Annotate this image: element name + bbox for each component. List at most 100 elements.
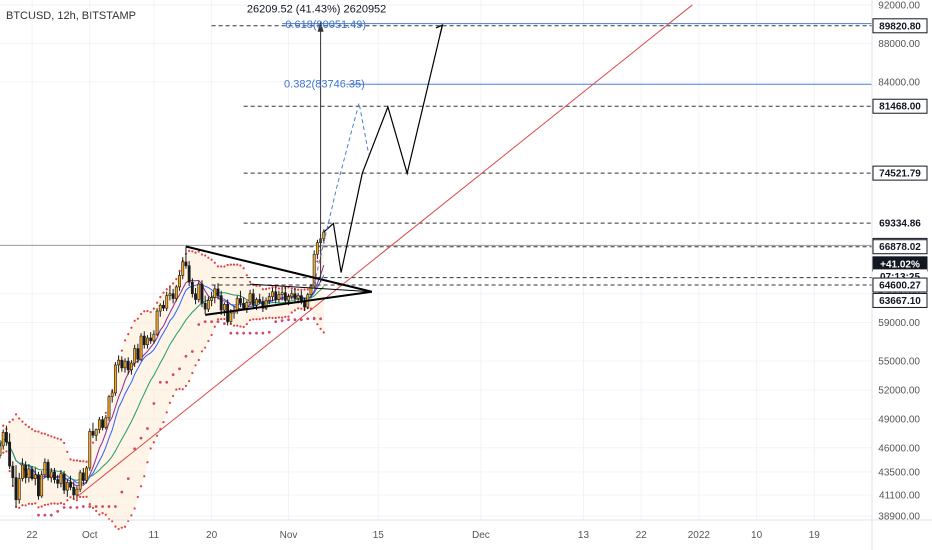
candle-bull (123, 360, 127, 369)
candle-bull (213, 288, 217, 298)
candle-bear (239, 298, 242, 304)
candle-bull (49, 471, 53, 478)
candle-bear (219, 295, 223, 311)
candle-bear (171, 293, 175, 299)
band-upper-dot (210, 258, 213, 261)
projection-path (323, 24, 443, 273)
band-lower-dot (178, 387, 181, 391)
band-lower-dot (197, 358, 200, 362)
candle-bull (235, 298, 239, 312)
candle-bull (17, 478, 21, 501)
measure-label: 26209.52 (41.43%) 2620952 (247, 4, 386, 16)
candle-bull (110, 392, 114, 398)
band-upper-dot (120, 349, 123, 352)
band-lower-dot (220, 318, 223, 321)
band-upper-dot (200, 253, 204, 256)
band-upper-dot (69, 458, 72, 461)
sar-dot (146, 427, 149, 430)
candle-bull (178, 275, 181, 288)
band-lower-dot (24, 504, 27, 507)
band-lower-dot (258, 318, 261, 321)
price-tag-box (872, 292, 928, 308)
sar-dot (49, 513, 53, 517)
band-lower-dot (300, 307, 303, 310)
band-lower-dot (146, 461, 149, 464)
band-lower-dot (104, 513, 107, 516)
price-tick-label: 88000.00 (878, 39, 920, 50)
candle-bull (245, 302, 249, 309)
band-lower-dot (63, 503, 66, 506)
band-lower-dot (245, 322, 248, 326)
time-tick-label: 11 (149, 530, 160, 541)
candle-bear (37, 474, 40, 497)
band-upper-dot (2, 424, 5, 427)
sar-dot (158, 380, 162, 384)
time-tick-label: 22 (636, 530, 648, 541)
bollinger-bands (0, 239, 325, 531)
band-lower-dot (101, 512, 104, 515)
candle-bull (21, 464, 24, 479)
candle-bear (46, 461, 50, 478)
band-lower-dot (213, 325, 216, 328)
candle-bear (303, 302, 306, 308)
price-tag-label: 63667.10 (879, 296, 921, 307)
sar-dot (94, 505, 98, 508)
band-lower-dot (53, 502, 56, 505)
price-tag-label: 69334.86 (879, 219, 921, 230)
band-upper-dot (306, 288, 309, 291)
band-upper-dot (37, 430, 40, 433)
candle-bull (94, 429, 98, 436)
time-tick-label: 2022 (688, 530, 711, 541)
band-upper-dot (123, 339, 127, 342)
candle-bull (27, 468, 31, 478)
alt-projection-path (313, 102, 370, 285)
band-lower-dot (207, 339, 210, 343)
candle-bull (59, 473, 63, 484)
candle-bear (91, 431, 95, 436)
candle-bull (65, 482, 69, 491)
band-upper-dot (11, 418, 14, 421)
band-lower-dot (175, 388, 178, 391)
horizontal-levels (0, 23, 872, 286)
band-lower-dot (56, 502, 59, 505)
band-lower-dot (88, 503, 91, 506)
band-upper-dot (239, 264, 242, 267)
candle-bear (283, 292, 287, 301)
triangle-lower (205, 290, 373, 316)
candle-bull (267, 296, 271, 301)
band-upper-dot (223, 265, 226, 268)
band-upper-dot (277, 287, 281, 290)
price-tick-label: 92000.00 (878, 0, 920, 11)
band-lower-dot (50, 502, 53, 505)
band-upper-dot (271, 286, 274, 289)
time-axis[interactable]: 22 Oct 11 20 Nov 15 Dec 13 22 2022 10 19 (0, 519, 932, 541)
band-upper-dot (229, 263, 232, 266)
band-lower-dot (27, 502, 30, 505)
candle-bull (165, 295, 169, 309)
band-lower-dot (82, 495, 85, 499)
price-tick-label: 59000.00 (878, 318, 920, 329)
sar-dot (293, 318, 297, 322)
sar-dot (203, 320, 207, 324)
band-upper-dot (268, 287, 271, 290)
band-upper-dot (130, 326, 133, 329)
band-lower-dot (204, 346, 207, 349)
band-lower-dot (21, 504, 24, 507)
band-lower-dot (117, 527, 120, 531)
price-tag-label: 66878.02 (879, 242, 921, 253)
band-upper-dot (72, 459, 75, 462)
candle-bull (181, 261, 185, 276)
band-upper-dot (191, 250, 194, 253)
price-axis[interactable]: 38900.00 41100.00 43500.00 46000.00 49000.00… (871, 0, 928, 550)
candle-bull (309, 285, 313, 295)
band-upper-dot (242, 267, 245, 270)
sar-dot (216, 320, 220, 324)
sar-dot (299, 318, 303, 322)
band-lower-dot (75, 499, 79, 502)
band-lower-dot (133, 507, 136, 510)
sar-dot (81, 505, 85, 508)
sar-dot (319, 317, 322, 321)
band-upper-dot (216, 265, 220, 268)
candle-bear (258, 299, 262, 302)
